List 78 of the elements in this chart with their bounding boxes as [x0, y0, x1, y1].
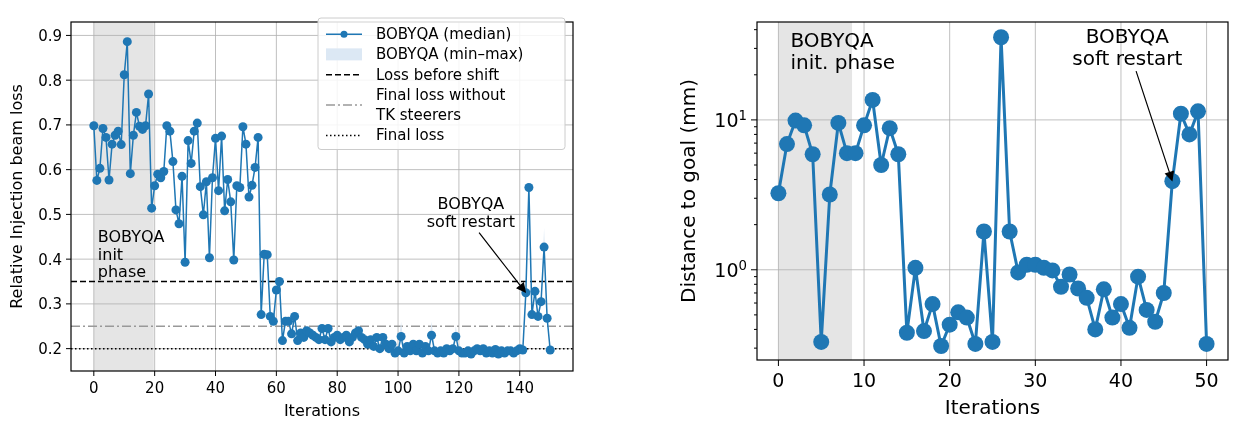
point: [1138, 301, 1155, 318]
y-tick-label: 0.2: [38, 340, 62, 359]
point: [967, 335, 984, 352]
y-tick-label: 0.7: [38, 116, 62, 135]
point: [830, 114, 847, 131]
x-tick-label: 120: [444, 379, 474, 397]
point: [1104, 309, 1121, 326]
point: [890, 146, 907, 163]
point: [821, 186, 838, 203]
point: [864, 91, 881, 108]
point: [1078, 289, 1095, 306]
x-tick-label: 140: [505, 379, 535, 397]
point: [796, 117, 813, 134]
point: [1181, 126, 1198, 143]
y-tick-label: 10$^{0}$: [714, 257, 747, 281]
x-tick-label: 20: [937, 369, 962, 391]
x-tick-label: 0: [772, 369, 785, 391]
x-tick-label: 80: [327, 379, 347, 397]
x-tick-label: 10: [851, 369, 877, 391]
point: [984, 333, 1001, 350]
point: [915, 323, 932, 340]
annotation: BOBYQA soft restart: [426, 194, 515, 231]
point: [804, 146, 821, 163]
point: [873, 157, 890, 174]
point: [1053, 278, 1070, 295]
point: [1001, 223, 1018, 240]
point: [1044, 262, 1061, 279]
x-tick-label: 60: [266, 379, 286, 397]
x-axis-title: Iterations: [944, 395, 1041, 419]
point: [958, 309, 975, 326]
point: [924, 296, 941, 313]
legend-label: Loss before shift: [376, 65, 500, 84]
point: [1190, 103, 1207, 120]
point: [1061, 266, 1078, 283]
x-tick-label: 0: [89, 379, 99, 397]
point: [1198, 335, 1215, 352]
point: [778, 136, 795, 153]
point: [813, 333, 830, 350]
y-tick-label: 10$^{1}$: [714, 107, 747, 131]
band-label: BOBYQA init. phase: [790, 28, 896, 74]
legend-label: BOBYQA (median): [376, 25, 512, 44]
x-tick-label: 50: [1194, 369, 1219, 391]
x-tick-label: 20: [145, 379, 165, 397]
legend-label: Final loss without TK steerers: [375, 85, 506, 125]
point: [933, 338, 950, 354]
y-tick-label: 0.6: [38, 161, 62, 180]
point: [770, 185, 787, 202]
y-tick-label: 0.3: [38, 295, 62, 314]
x-tick-label: 100: [383, 379, 413, 397]
x-axis-title: Iterations: [283, 401, 361, 420]
y-tick-label: 0.9: [38, 26, 62, 45]
point: [1147, 313, 1164, 330]
y-axis-title: Distance to goal (mm): [676, 79, 700, 303]
point: [993, 29, 1010, 46]
point: [1121, 319, 1138, 336]
y-tick-label: 0.5: [38, 205, 62, 224]
point: [1172, 105, 1189, 122]
legend-label: Final loss: [376, 126, 445, 145]
x-tick-label: 40: [205, 379, 226, 397]
point: [1112, 296, 1129, 313]
point: [1155, 284, 1172, 301]
y-tick-label: 0.8: [38, 71, 62, 90]
point: [881, 120, 898, 137]
point: [907, 259, 924, 276]
band-label: BOBYQA init phase: [97, 227, 165, 281]
point: [1130, 268, 1147, 285]
x-tick-label: 30: [1023, 369, 1048, 391]
point: [856, 117, 873, 134]
point: [975, 223, 992, 240]
y-axis-title: Relative Injection beam loss: [7, 84, 26, 309]
legend-label: BOBYQA (min–max): [376, 45, 524, 64]
point: [941, 316, 958, 333]
point: [1087, 321, 1104, 338]
point: [898, 324, 915, 341]
x-tick-label: 40: [1108, 369, 1134, 391]
point: [1095, 281, 1112, 298]
y-tick-label: 0.4: [38, 250, 62, 269]
annotation: BOBYQA soft restart: [1072, 24, 1183, 71]
